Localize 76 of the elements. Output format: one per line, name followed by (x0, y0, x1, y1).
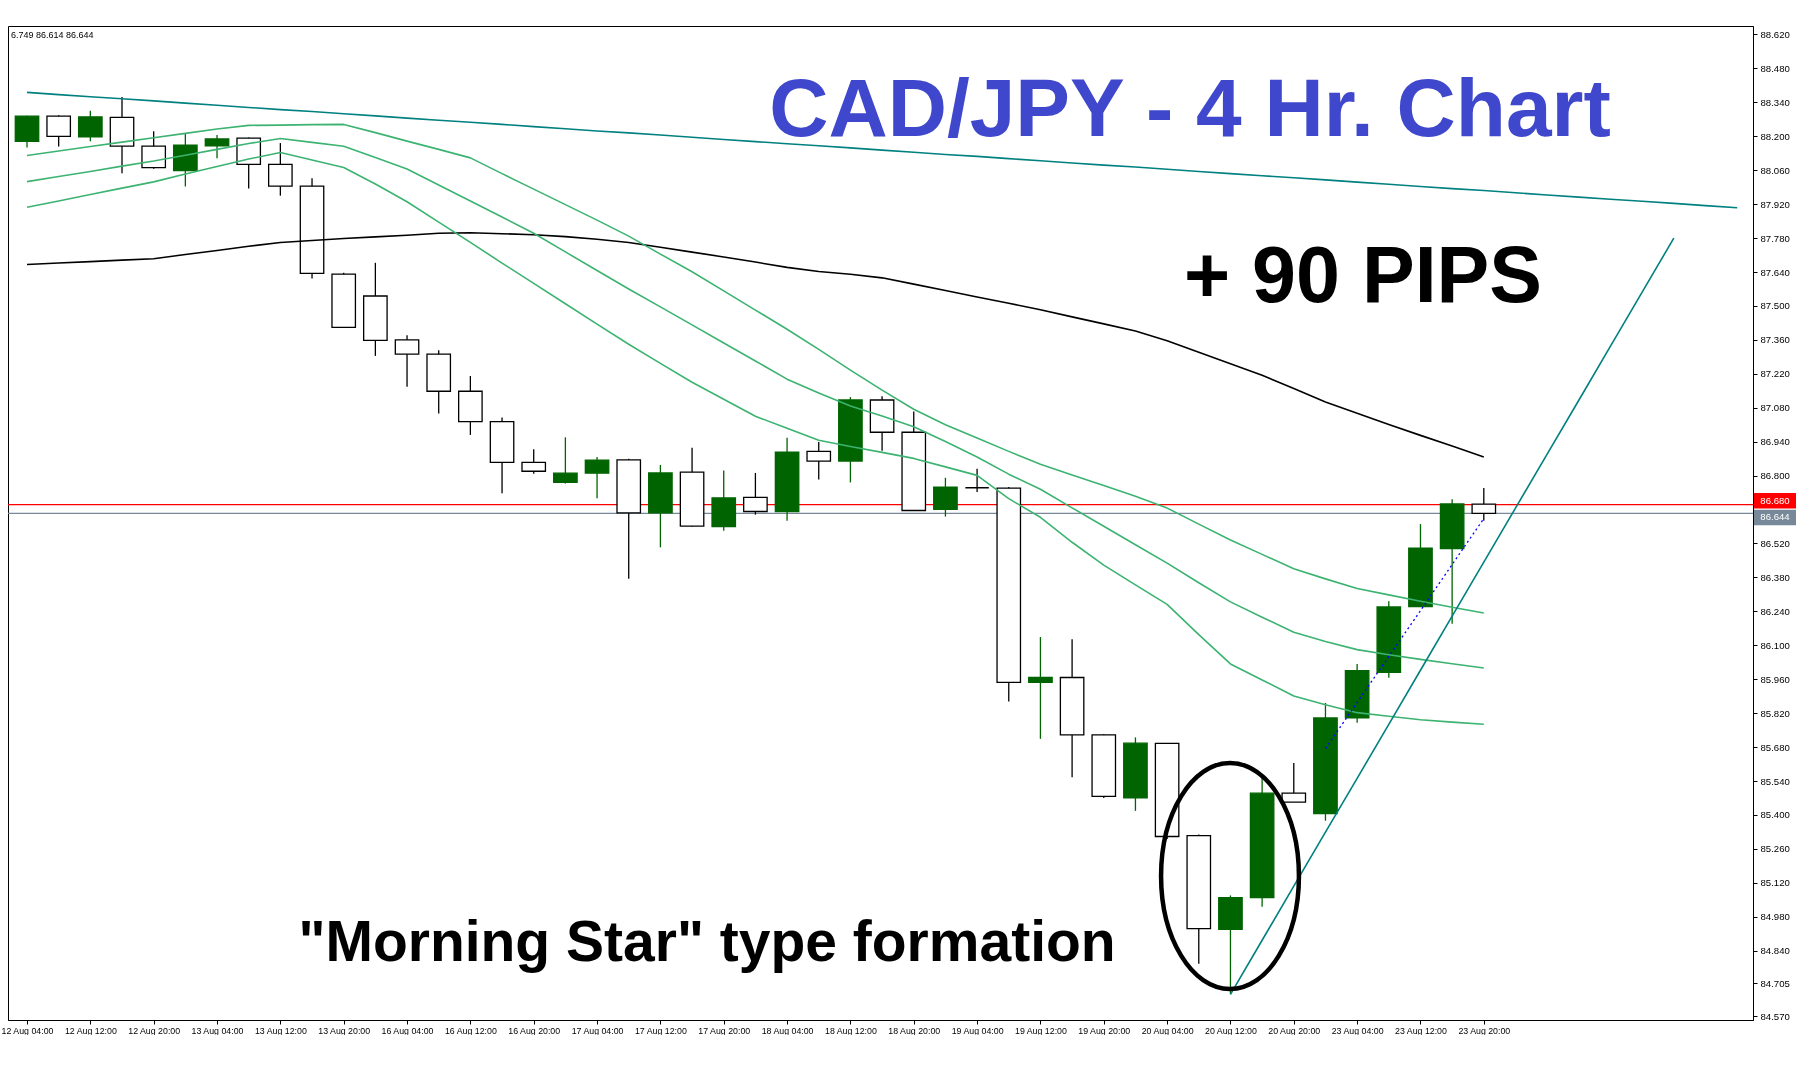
x-tick-label: 17 Aug 12:00 (634, 1025, 687, 1036)
y-tick-label: 87.640 (1760, 266, 1790, 278)
x-tick-label: 23 Aug 12:00 (1395, 1025, 1447, 1036)
x-tick-label: 12 Aug 20:00 (128, 1025, 181, 1036)
line-series (1324, 517, 1485, 750)
y-tick-label: 86.380 (1760, 571, 1790, 583)
y-tick-label: 86.520 (1760, 537, 1790, 549)
y-tick-label: 88.060 (1760, 164, 1790, 176)
x-tick-label: 23 Aug 20:00 (1458, 1025, 1511, 1036)
candlestick (933, 477, 958, 518)
candlestick (394, 334, 420, 388)
y-tick-label: 87.360 (1760, 334, 1790, 346)
x-tick-label: 17 Aug 04:00 (571, 1025, 624, 1036)
candlestick (553, 436, 578, 485)
x-tick-label: 18 Aug 20:00 (888, 1025, 941, 1036)
candlestick (1471, 487, 1497, 522)
x-tick-label: 13 Aug 20:00 (318, 1025, 371, 1036)
y-tick-label: 87.780 (1760, 232, 1790, 244)
y-tick-label: 85.120 (1760, 877, 1790, 889)
candlestick (743, 472, 768, 516)
annotation: + 90 PIPS (1184, 230, 1542, 319)
candlestick (267, 142, 293, 197)
x-tick-label: 19 Aug 04:00 (951, 1025, 1004, 1036)
ref-line-label: 86.644 (1760, 511, 1791, 523)
y-tick-label: 88.340 (1760, 96, 1790, 108)
candlestick (204, 134, 230, 159)
candlestick (584, 456, 610, 499)
chart-title: CAD/JPY - 4 Hr. Chart (769, 62, 1611, 153)
x-tick-label: 16 Aug 04:00 (381, 1025, 434, 1036)
x-tick-label: 20 Aug 20:00 (1268, 1025, 1321, 1036)
candlestick (521, 448, 547, 475)
x-tick-label: 23 Aug 04:00 (1331, 1025, 1384, 1036)
y-tick-label: 87.500 (1760, 300, 1790, 312)
x-tick-label: 16 Aug 12:00 (444, 1025, 497, 1036)
y-tick-label: 84.840 (1760, 945, 1790, 957)
candlestick (77, 110, 103, 143)
y-tick-label: 86.800 (1760, 470, 1790, 482)
x-tick-label: 13 Aug 12:00 (254, 1025, 307, 1036)
y-tick-label: 86.240 (1760, 605, 1790, 617)
x-tick-label: 18 Aug 12:00 (824, 1025, 877, 1036)
y-tick-label: 88.480 (1760, 62, 1790, 74)
x-tick-label: 12 Aug 04:00 (1, 1025, 54, 1036)
y-tick-label: 87.080 (1760, 402, 1790, 414)
x-tick-label: 13 Aug 04:00 (191, 1025, 244, 1036)
y-tick-label: 86.940 (1760, 436, 1790, 448)
candlestick (806, 441, 832, 481)
annotation: "Morning Star" type formation (298, 909, 1116, 973)
x-tick-label: 19 Aug 20:00 (1078, 1025, 1131, 1036)
y-tick-label: 85.400 (1760, 809, 1790, 821)
annotation: 6.749 86.614 86.644 (11, 30, 94, 40)
y-tick-label: 88.200 (1760, 130, 1790, 142)
candlestick (141, 130, 167, 170)
y-tick-label: 85.260 (1760, 843, 1790, 855)
x-tick-label: 16 Aug 20:00 (508, 1025, 561, 1036)
x-tick-label: 12 Aug 12:00 (64, 1025, 117, 1036)
candlestick (46, 114, 72, 148)
y-tick-label: 85.540 (1760, 775, 1790, 787)
y-tick-label: 88.620 (1760, 28, 1790, 40)
x-tick-label: 17 Aug 20:00 (698, 1025, 751, 1036)
y-tick-label: 85.960 (1760, 673, 1790, 685)
ref-line-label: 86.680 (1760, 494, 1790, 506)
x-tick-label: 20 Aug 04:00 (1141, 1025, 1194, 1036)
y-tick-label: 86.100 (1760, 639, 1790, 651)
line-series (1229, 237, 1675, 996)
x-tick-label: 19 Aug 12:00 (1015, 1025, 1067, 1036)
x-tick-label: 18 Aug 04:00 (761, 1025, 814, 1036)
y-tick-label: 84.570 (1760, 1010, 1790, 1022)
y-tick-label: 84.705 (1760, 977, 1790, 989)
y-tick-label: 85.680 (1760, 741, 1790, 753)
y-tick-label: 87.920 (1760, 198, 1790, 210)
candlestick (964, 468, 990, 493)
x-tick-label: 20 Aug 12:00 (1205, 1025, 1257, 1036)
candlestick (1028, 636, 1053, 740)
y-tick-label: 84.980 (1760, 911, 1790, 923)
y-tick-label: 87.220 (1760, 368, 1790, 380)
y-tick-label: 85.820 (1760, 707, 1790, 719)
